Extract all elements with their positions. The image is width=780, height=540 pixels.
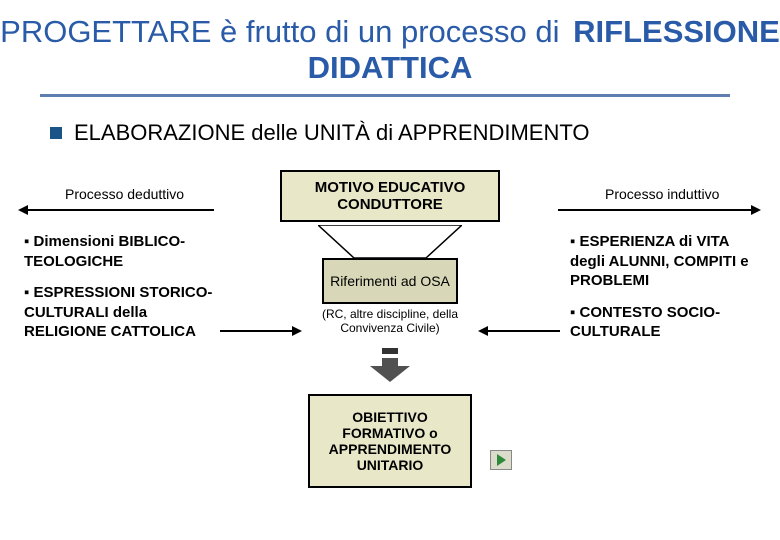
bullet-icon: ▪ — [24, 284, 34, 301]
arrow-right — [558, 209, 753, 211]
arrow-into-left-head-icon — [292, 326, 302, 336]
bullet-icon: ▪ — [24, 233, 34, 250]
right-item-0-text: ESPERIENZA di VITA degli ALUNNI, COMPITI… — [570, 233, 749, 289]
heading-text: ELABORAZIONE delle UNITÀ di APPRENDIMENT… — [74, 120, 590, 146]
arrow-into-left — [220, 330, 294, 332]
arrow-into-right — [486, 330, 560, 332]
arrow-right-head-icon — [751, 205, 761, 215]
right-column: ▪ ESPERIENZA di VITA degli ALUNNI, COMPI… — [570, 232, 760, 354]
left-process-label: Processo deduttivo — [65, 186, 184, 202]
riferimenti-sub: (RC, altre discipline, della Convivenza … — [300, 307, 480, 335]
play-icon — [497, 454, 506, 466]
motivo-box: MOTIVO EDUCATIVO CONDUTTORE — [280, 170, 500, 222]
obiettivo-box: OBIETTIVO FORMATIVO o APPRENDIMENTO UNIT… — [308, 394, 472, 488]
next-button[interactable] — [490, 450, 512, 470]
right-process-label: Processo induttivo — [605, 186, 719, 202]
arrow-left — [24, 209, 214, 211]
right-item-1-text: CONTESTO SOCIO-CULTURALE — [570, 304, 720, 341]
obiettivo-text: OBIETTIVO FORMATIVO o APPRENDIMENTO UNIT… — [310, 409, 470, 473]
right-item-0: ▪ ESPERIENZA di VITA degli ALUNNI, COMPI… — [570, 232, 760, 291]
trapezoid-connector-icon — [318, 225, 462, 260]
page-title: PROGETTARE è frutto di un processo di RI… — [0, 14, 780, 85]
arrow-left-head-icon — [18, 205, 28, 215]
left-column: ▪ Dimensioni BIBLICO-TEOLOGICHE ▪ ESPRES… — [24, 232, 214, 354]
down-block-arrow-icon — [370, 348, 410, 384]
riferimenti-title: Riferimenti ad OSA — [330, 273, 450, 289]
right-item-1: ▪ CONTESTO SOCIO-CULTURALE — [570, 303, 760, 342]
left-item-0-text: Dimensioni BIBLICO-TEOLOGICHE — [24, 233, 185, 270]
motivo-text: MOTIVO EDUCATIVO CONDUTTORE — [282, 179, 498, 213]
left-item-0: ▪ Dimensioni BIBLICO-TEOLOGICHE — [24, 232, 214, 271]
bullet-icon: ▪ — [570, 304, 580, 321]
title-line1: PROGETTARE è frutto di un processo di — [0, 14, 559, 49]
left-item-1: ▪ ESPRESSIONI STORICO-CULTURALI della RE… — [24, 283, 214, 342]
riferimenti-box: Riferimenti ad OSA — [322, 258, 458, 304]
bullet-icon: ▪ — [570, 233, 580, 250]
bullet-square-icon — [50, 127, 62, 139]
arrow-into-right-head-icon — [478, 326, 488, 336]
title-underline — [40, 94, 730, 97]
left-item-1-text: ESPRESSIONI STORICO-CULTURALI della RELI… — [24, 284, 212, 340]
heading-row: ELABORAZIONE delle UNITÀ di APPRENDIMENT… — [50, 120, 750, 146]
